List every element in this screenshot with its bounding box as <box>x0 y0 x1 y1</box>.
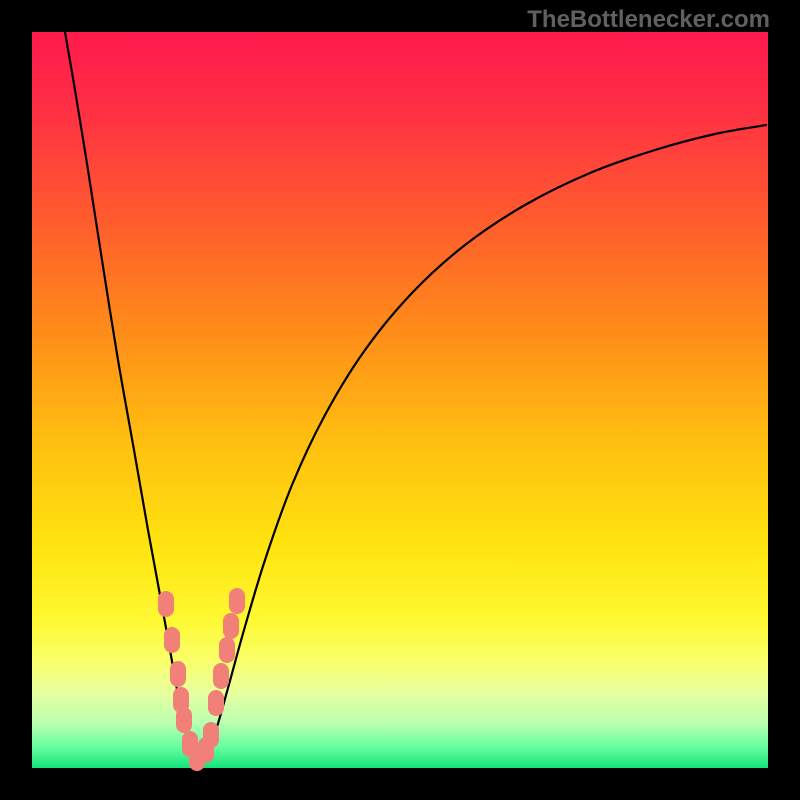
gradient-background <box>32 32 768 768</box>
plot-area <box>32 32 768 768</box>
chart-container: TheBottlenecker.com <box>0 0 800 800</box>
watermark-text: TheBottlenecker.com <box>527 6 770 34</box>
